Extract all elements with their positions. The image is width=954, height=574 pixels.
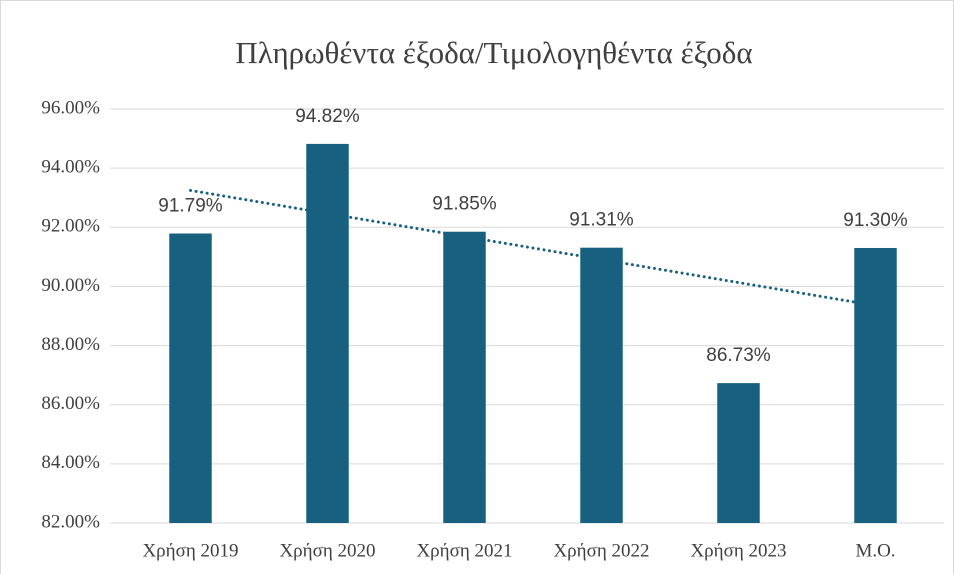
bar [717, 383, 760, 523]
y-tick-label: 90.00% [41, 275, 100, 296]
y-tick-label: 92.00% [41, 216, 100, 237]
data-label: 91.30% [843, 210, 908, 231]
data-label: 91.85% [432, 194, 497, 215]
x-tick-label: Χρήση 2022 [553, 540, 649, 561]
data-label: 86.73% [706, 345, 771, 366]
data-label: 91.31% [569, 210, 634, 231]
bar [306, 143, 349, 523]
bar [169, 233, 212, 523]
x-tick-label: Μ.Ο. [855, 540, 895, 561]
y-tick-label: 94.00% [41, 157, 100, 178]
bar [443, 231, 486, 523]
x-tick-label: Χρήση 2019 [142, 540, 238, 561]
chart-title: Πληρωθέντα έξοδα/Τιμολογηθέντα έξοδα [235, 35, 752, 70]
bar [854, 247, 897, 523]
y-tick-label: 84.00% [41, 452, 100, 473]
trendline [189, 188, 877, 308]
x-tick-label: Χρήση 2021 [416, 540, 512, 561]
x-tick-label: Χρήση 2020 [279, 540, 375, 561]
data-label: 91.79% [158, 196, 223, 217]
data-label: 94.82% [295, 106, 360, 127]
y-tick-label: 82.00% [41, 511, 100, 532]
y-tick-label: 86.00% [41, 393, 100, 414]
y-tick-label: 88.00% [41, 334, 100, 355]
y-tick-label: 96.00% [41, 97, 100, 118]
x-tick-label: Χρήση 2023 [690, 540, 786, 561]
bar [580, 247, 623, 523]
